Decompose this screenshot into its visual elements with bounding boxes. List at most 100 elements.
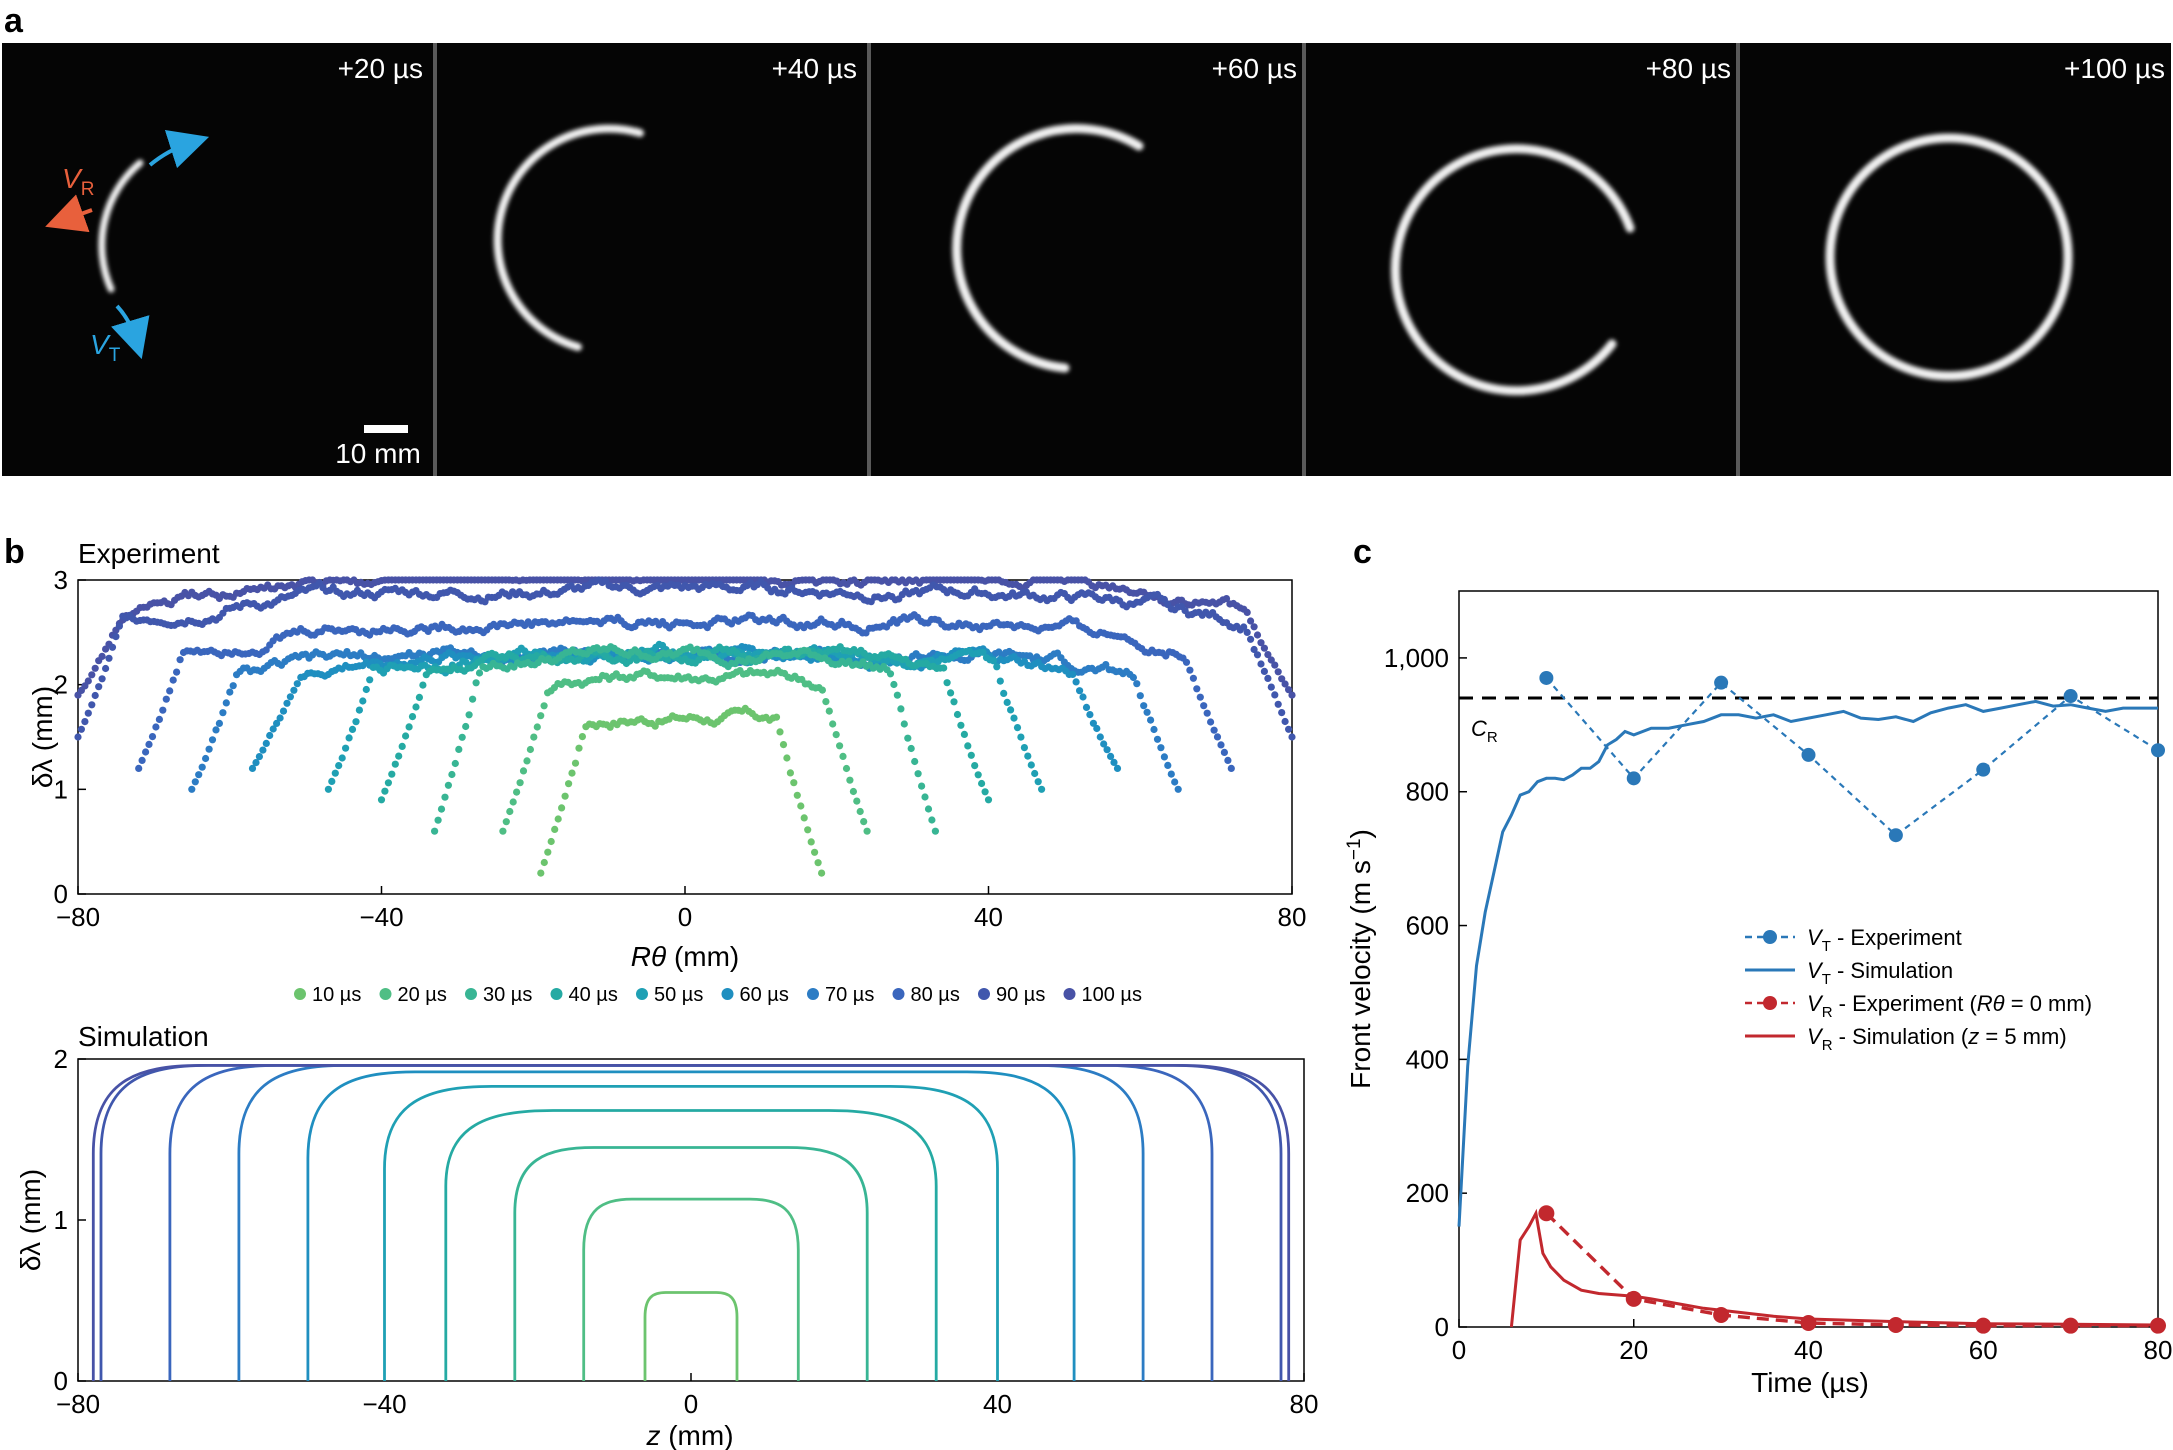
x-tick-label: 60 [1969,1335,1998,1365]
x-tick-label: −40 [359,902,403,932]
experiment-point [1247,635,1255,643]
y-tick-label: 3 [54,565,68,595]
experiment-point [1129,673,1137,682]
experiment-point [1069,670,1077,679]
experiment-point [1264,651,1272,659]
velocity-point [1976,762,1991,777]
experiment-point [91,664,99,672]
experiment-point [540,858,548,867]
experiment-point [81,718,89,726]
experiment-point [953,710,962,719]
experiment-point [1010,714,1018,722]
experiment-point [324,785,332,793]
experiment-point [1257,660,1265,668]
experiment-point [1133,680,1141,688]
experiment-point [537,712,545,720]
experiment-point [335,762,343,770]
x-tick-label: 40 [1794,1335,1823,1365]
x-tick-label: −80 [56,1389,100,1419]
simulation-curve [444,1109,938,1381]
experiment-point [886,670,895,678]
y-tick-label: 2 [54,1044,68,1074]
experiment-point [434,816,442,824]
velocity-series-dashed [1545,677,2159,837]
experiment-point [846,776,854,784]
x-tick-label: 80 [1290,1389,1319,1419]
experiment-point [1003,698,1011,707]
velocity-series-line [1509,1208,2159,1328]
experiment-point [779,741,788,749]
velocity-series-line [1457,699,2158,1227]
experiment-series [537,704,826,877]
experiment-point [384,779,392,787]
experiment-point [561,792,569,800]
experiment-point [842,764,851,773]
experiment-point [1227,764,1235,773]
experiment-point [1086,711,1094,719]
experiment-point [1274,668,1282,676]
experiment-point [530,733,538,741]
experiment-point [914,770,922,778]
experiment-data [74,576,1296,877]
experiment-point [276,714,284,722]
simulation-curve [306,1070,1076,1381]
velocity-point [1538,1205,1555,1222]
experiment-series [74,576,1296,699]
experiment-point [1267,683,1275,691]
experiment-point [395,752,403,760]
experiment-point [551,825,559,834]
experiment-point [818,686,827,694]
experiment-point [195,771,203,779]
experiment-point [890,680,898,689]
simulation-curve [582,1197,800,1381]
experiment-point [1157,744,1165,752]
legend-marker [636,988,648,1000]
legend-marker [807,988,819,1000]
simulation-curve [168,1064,1214,1381]
legend-label: 20 µs [398,984,447,1006]
y-tick-label: 1 [54,774,68,804]
y-tick-label: 400 [1406,1044,1449,1074]
experiment-point [783,754,791,762]
experiment-point [331,769,339,777]
experiment-point [381,787,389,795]
experiment-point [1189,674,1197,682]
experiment-point [1224,756,1232,765]
frame-4-background [1306,43,1736,476]
velocity-point [1975,1317,1992,1334]
experiment-point [1160,753,1168,761]
experiment-point [519,767,528,775]
experiment-point [1274,700,1282,708]
experiment-point [345,734,353,742]
experiment-point [198,763,206,771]
y-tick-label: 0 [54,1366,68,1396]
velocity-point [1539,670,1554,685]
experiment-point [1217,741,1225,749]
experiment-point [229,682,237,690]
experiment-point [412,703,420,711]
experiment-point [259,746,267,754]
x-tick-label: 40 [974,902,1003,932]
experiment-point [1186,666,1194,674]
experiment-point [1079,693,1087,701]
velocity-point [2151,743,2165,758]
simulation-curve [383,1085,999,1381]
experiment-point [366,676,374,684]
experiment-point [907,744,915,753]
experiment-point [1264,674,1272,683]
experiment-point [1136,692,1144,700]
experiment-point [900,720,908,728]
y-tick-label: 1,000 [1384,643,1449,673]
experiment-point [509,798,517,806]
x-tick-label: −80 [56,902,100,932]
experiment-point [419,681,427,689]
experiment-point [105,654,113,662]
y-tick-label: 0 [54,879,68,909]
legend-marker [892,988,905,1000]
experiment-point [135,764,143,773]
experiment-point [293,680,301,688]
experiment-point [856,807,864,816]
experiment-point [893,691,902,699]
